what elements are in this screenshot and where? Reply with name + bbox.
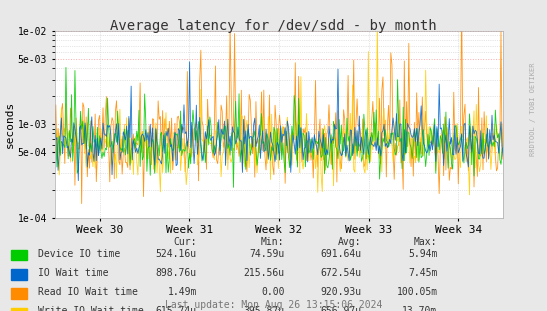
Text: 7.45m: 7.45m: [408, 268, 438, 278]
Text: 656.97u: 656.97u: [320, 306, 361, 311]
Text: 5.94m: 5.94m: [408, 248, 438, 258]
Text: Read IO Wait time: Read IO Wait time: [38, 287, 138, 297]
Bar: [11, 269, 27, 280]
Text: Avg:: Avg:: [337, 237, 361, 247]
Y-axis label: seconds: seconds: [5, 101, 15, 148]
Text: Max:: Max:: [414, 237, 438, 247]
Text: 13.70m: 13.70m: [403, 306, 438, 311]
Text: Cur:: Cur:: [173, 237, 197, 247]
Text: Write IO Wait time: Write IO Wait time: [38, 306, 144, 311]
Text: Min:: Min:: [261, 237, 284, 247]
Text: 672.54u: 672.54u: [320, 268, 361, 278]
Text: 524.16u: 524.16u: [156, 248, 197, 258]
Bar: [11, 250, 27, 261]
Text: Average latency for /dev/sdd - by month: Average latency for /dev/sdd - by month: [110, 19, 437, 33]
Text: 691.64u: 691.64u: [320, 248, 361, 258]
Text: 1.49m: 1.49m: [167, 287, 197, 297]
Text: 0.00: 0.00: [261, 287, 284, 297]
Bar: [11, 288, 27, 299]
Text: 215.56u: 215.56u: [243, 268, 284, 278]
Bar: [11, 308, 27, 311]
Text: 615.74u: 615.74u: [156, 306, 197, 311]
Text: RRDTOOL / TOBI OETIKER: RRDTOOL / TOBI OETIKER: [531, 62, 536, 156]
Text: IO Wait time: IO Wait time: [38, 268, 109, 278]
Text: Last update: Mon Aug 26 13:15:06 2024: Last update: Mon Aug 26 13:15:06 2024: [165, 300, 382, 310]
Text: 100.05m: 100.05m: [397, 287, 438, 297]
Text: Device IO time: Device IO time: [38, 248, 120, 258]
Text: 920.93u: 920.93u: [320, 287, 361, 297]
Text: 74.59u: 74.59u: [249, 248, 284, 258]
Text: 898.76u: 898.76u: [156, 268, 197, 278]
Text: 395.87u: 395.87u: [243, 306, 284, 311]
